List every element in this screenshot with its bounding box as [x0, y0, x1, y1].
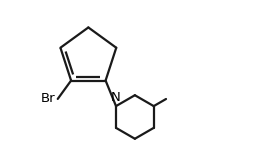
Text: Br: Br	[41, 92, 56, 105]
Text: N: N	[111, 91, 121, 104]
